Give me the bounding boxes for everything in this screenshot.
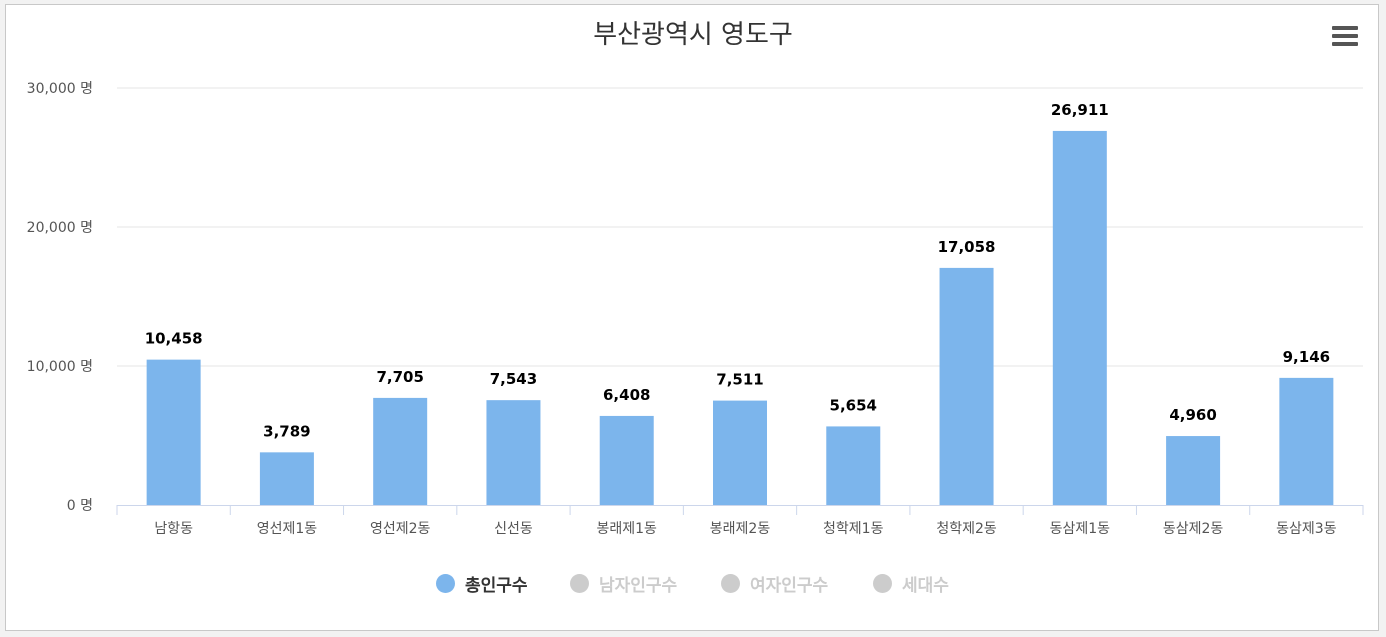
bar	[1279, 377, 1334, 505]
bar	[373, 397, 428, 505]
bar	[1166, 436, 1221, 505]
x-tick-label: 봉래제2동	[710, 521, 771, 537]
x-tick-label: 동삼제3동	[1276, 521, 1337, 537]
data-label: 9,146	[1283, 348, 1330, 366]
legend-item-3[interactable]: 세대수	[873, 569, 949, 597]
y-tick-label: 10,000 명	[27, 359, 93, 375]
bar	[826, 426, 881, 505]
bar	[146, 359, 201, 505]
data-label: 4,960	[1169, 406, 1216, 424]
data-label: 10,458	[145, 330, 203, 348]
data-label: 5,654	[830, 396, 877, 414]
y-tick-label: 20,000 명	[27, 220, 93, 236]
data-label: 6,408	[603, 386, 650, 404]
legend-label-1: 남자인구수	[599, 575, 678, 596]
legend-dot-3	[873, 573, 892, 593]
data-label: 7,543	[490, 370, 537, 388]
bar	[939, 267, 994, 505]
hamburger-menu-icon[interactable]	[1330, 26, 1360, 52]
data-label: 7,511	[716, 371, 763, 389]
data-label: 26,911	[1051, 101, 1109, 119]
bar	[486, 400, 541, 505]
x-tick-label: 청학제2동	[936, 521, 997, 537]
legend: 총인구수 남자인구수 여자인구수 세대수	[0, 569, 1386, 597]
legend-label-3: 세대수	[902, 575, 949, 596]
chart-title: 부산광역시 영도구	[593, 20, 793, 50]
legend-label-0: 총인구수	[465, 575, 528, 596]
chart-container	[5, 4, 1379, 631]
bar	[1052, 130, 1107, 505]
data-label: 17,058	[938, 238, 996, 256]
data-label: 3,789	[263, 422, 310, 440]
legend-label-2: 여자인구수	[750, 575, 829, 596]
legend-dot-0	[436, 573, 455, 593]
data-label: 7,705	[376, 368, 423, 386]
x-tick-label: 동삼제2동	[1163, 521, 1224, 537]
x-tick-label: 동삼제1동	[1050, 521, 1111, 537]
bar	[259, 452, 314, 505]
x-tick-label: 청학제1동	[823, 521, 884, 537]
legend-dot-1	[570, 573, 589, 593]
legend-item-1[interactable]: 남자인구수	[570, 569, 677, 597]
x-tick-label: 신선동	[494, 521, 533, 537]
legend-item-2[interactable]: 여자인구수	[721, 569, 828, 597]
bar	[599, 415, 654, 505]
x-tick-label: 영선제2동	[370, 521, 431, 537]
x-tick-label: 남항동	[154, 521, 193, 537]
x-tick-label: 영선제1동	[257, 521, 318, 537]
legend-item-0[interactable]: 총인구수	[436, 569, 528, 597]
y-tick-label: 0 명	[67, 498, 93, 514]
bar-chart: 0 명 10,000 명 20,000 명 30,000 명 10,458 남항동 3,78…	[27, 81, 1364, 537]
y-tick-label: 30,000 명	[27, 81, 93, 97]
x-tick-label: 봉래제1동	[597, 521, 658, 537]
legend-dot-2	[721, 573, 740, 593]
bar	[713, 400, 767, 505]
